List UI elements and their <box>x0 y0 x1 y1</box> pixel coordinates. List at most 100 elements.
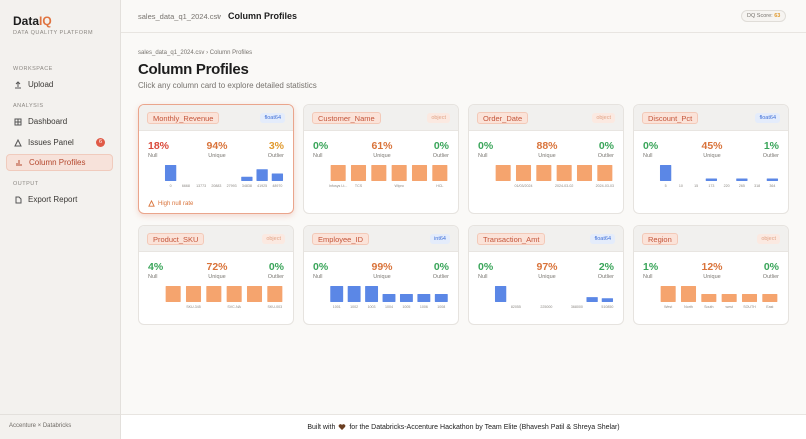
page-subtitle: Click any column card to explore detaile… <box>138 81 317 90</box>
histogram-bar <box>185 286 202 302</box>
column-card[interactable]: Product_SKU object 4% Null 72% Unique 0% Outlie… <box>138 225 294 325</box>
dtype-pill: float64 <box>260 113 285 123</box>
sidebar-footer: Accenture × Databricks <box>9 423 72 429</box>
bin-label: 10 <box>679 184 683 188</box>
histogram-bar <box>226 286 242 302</box>
stat-value: 0% <box>433 261 449 273</box>
bin-label: 265 <box>739 184 745 188</box>
footer-text: for the Databricks-Accenture Hackathon b… <box>349 423 620 431</box>
stat-label: Outlier <box>597 274 614 280</box>
stat-label: Unique <box>373 153 391 159</box>
breadcrumb-file: sales_data_q1_2024.csv <box>138 50 205 56</box>
histogram-bar <box>494 286 507 302</box>
column-card[interactable]: Transaction_Amt float64 0% Null 97% Unique 2% O… <box>468 225 624 325</box>
stat-label: Unique <box>208 274 226 280</box>
mini-histogram: West North South west SOUTH East <box>660 286 778 309</box>
dtype-pill: object <box>427 113 450 123</box>
column-name: Region <box>642 233 678 245</box>
bin-label: 225000 <box>540 305 552 309</box>
stat-label: Unique <box>703 274 721 280</box>
card-header: Discount_Pct float64 <box>634 105 788 131</box>
bin-label: North <box>684 305 693 309</box>
bin-label: 1006 <box>420 305 428 309</box>
histogram-bar <box>411 165 428 181</box>
bin-label: 1001 <box>333 305 341 309</box>
bin-label: 1004 <box>385 305 393 309</box>
bin-label: Infosys Lt... <box>329 184 347 188</box>
stat-value: 99% <box>371 261 393 273</box>
histogram-bar <box>495 165 511 181</box>
stat-label: Unique <box>538 274 556 280</box>
bin-label: 27993 <box>227 184 237 188</box>
histogram-bar <box>399 294 413 302</box>
histogram-bar <box>350 165 367 181</box>
nav-item[interactable]: Upload <box>6 76 113 93</box>
stat-label: Unique <box>703 153 721 159</box>
score-value: 63 <box>774 13 781 19</box>
column-card[interactable]: Employee_ID int64 0% Null 99% Unique 0% Outlier… <box>303 225 459 325</box>
histogram-bar <box>432 165 448 181</box>
bin-label: 01/03/2024 <box>515 184 533 188</box>
icon <box>16 159 22 166</box>
card-header: Monthly_Revenue float64 <box>139 105 293 131</box>
breadcrumb-page: Column Profiles <box>209 50 253 56</box>
histogram-bar <box>382 294 396 302</box>
stat-value: 0% <box>313 261 329 273</box>
histogram-bar <box>586 297 598 302</box>
stat-label: Outlier <box>597 153 614 159</box>
stat-label: Null <box>478 153 488 159</box>
bin-label: SVC-NA <box>227 305 241 309</box>
stat-value: 0% <box>268 261 284 273</box>
histogram-bar <box>680 286 697 302</box>
heart-icon <box>339 424 346 430</box>
section-title: OUTPUT <box>13 181 39 187</box>
nav-item[interactable]: Dashboard <box>6 113 113 130</box>
histogram-bar <box>365 286 379 302</box>
breadcrumb-separator: › <box>206 50 209 56</box>
stat-value: 2% <box>598 261 614 273</box>
column-name: Product_SKU <box>147 233 205 245</box>
stat-label: Null <box>313 274 323 280</box>
bin-label: South <box>704 305 713 309</box>
nav-label: Dashboard <box>28 117 68 126</box>
stat-value: 0% <box>478 261 494 273</box>
column-card[interactable]: Monthly_Revenue float64 18% Null 94% Unique 3%… <box>138 104 294 214</box>
nav-item[interactable]: Issues Panel 6 <box>6 134 113 151</box>
column-card[interactable]: Customer_Name object 0% Null 61% Unique 0% Outl… <box>303 104 459 214</box>
bin-label: 220 <box>724 184 730 188</box>
histogram-bar <box>705 178 718 181</box>
histogram-bar <box>721 294 737 302</box>
stat-label: Unique <box>538 153 556 159</box>
warning: High null rate <box>148 200 193 207</box>
bin-label: 318 <box>754 184 760 188</box>
stat-value: 3% <box>268 140 284 152</box>
bin-label: 13773 <box>196 184 206 188</box>
dtype-pill: object <box>262 234 285 244</box>
bin-label: East <box>766 305 773 309</box>
stat-label: Outlier <box>762 274 779 280</box>
topbar-file: sales_data_q1_2024.csv <box>138 12 221 21</box>
dtype-pill: int64 <box>430 234 450 244</box>
stat-value: 18% <box>148 140 170 152</box>
histogram-bar <box>536 165 552 181</box>
column-card[interactable]: Region object 1% Null 12% Unique 0% Outlier West… <box>633 225 789 325</box>
warning-text: High null rate <box>158 200 194 207</box>
stat-value: 97% <box>536 261 558 273</box>
column-name: Monthly_Revenue <box>147 112 220 124</box>
card-header: Region object <box>634 226 788 252</box>
mini-histogram: 0 6668 13773 20883 27993 34838 41925 48970 <box>164 165 284 188</box>
column-card[interactable]: Order_Date object 0% Null 88% Unique 0% Outlier… <box>468 104 624 214</box>
nav-label: Upload <box>28 80 54 89</box>
score-label: DQ Score: <box>747 13 773 19</box>
nav-label: Column Profiles <box>29 158 86 167</box>
nav-item[interactable]: Export Report <box>6 191 113 208</box>
bin-label: 48970 <box>272 184 282 188</box>
warning-icon <box>148 200 155 207</box>
bin-label: HCL <box>436 184 443 188</box>
stat-value: 61% <box>371 140 393 152</box>
card-header: Order_Date object <box>469 105 623 131</box>
nav-label: Issues Panel <box>28 138 74 147</box>
nav-item[interactable]: Column Profiles <box>6 154 113 171</box>
column-card[interactable]: Discount_Pct float64 0% Null 45% Unique 1% Outl… <box>633 104 789 214</box>
